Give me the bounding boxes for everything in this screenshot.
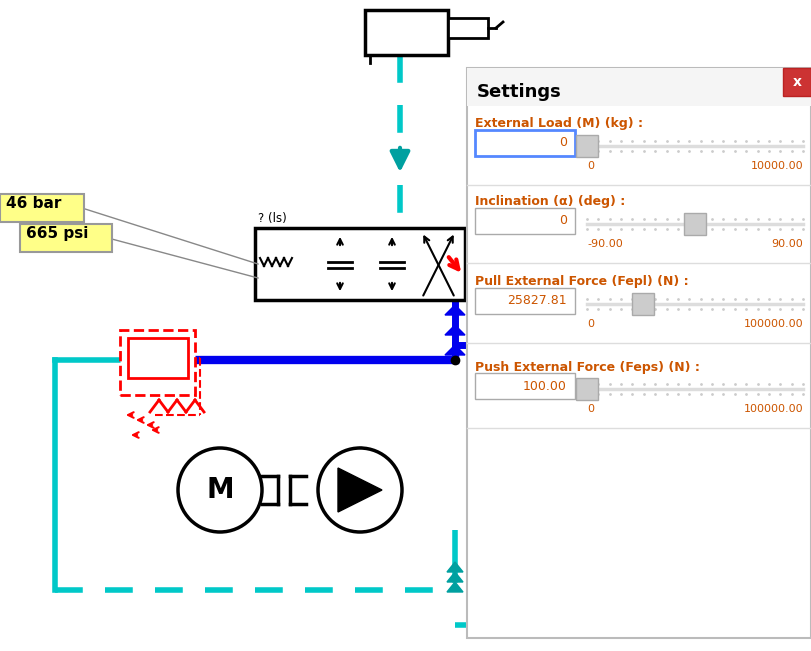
Text: 25827.81: 25827.81 [508,294,567,307]
Text: 0: 0 [559,137,567,150]
Text: 100.00: 100.00 [523,380,567,393]
Bar [576,135,598,157]
Bar [467,68,811,106]
Bar [783,68,811,96]
Bar [120,330,195,395]
Bar [475,208,575,234]
Bar [577,378,599,400]
FancyBboxPatch shape [20,224,112,252]
Text: -90.00: -90.00 [587,239,623,249]
Polygon shape [338,468,382,512]
Text: 0: 0 [587,161,594,171]
Bar [128,338,188,378]
Text: Inclination (α) (deg) :: Inclination (α) (deg) : [475,195,625,208]
Bar [467,68,811,638]
Text: M: M [206,476,234,504]
Bar [475,373,575,399]
Text: 665 psi: 665 psi [26,226,88,241]
Polygon shape [445,325,465,335]
Bar [684,213,706,235]
Bar [475,288,575,314]
Text: Pull External Force (Fepl) (N) :: Pull External Force (Fepl) (N) : [475,275,689,288]
Text: External Load (M) (kg) :: External Load (M) (kg) : [475,117,643,130]
Bar [365,10,448,55]
Circle shape [178,448,262,532]
Text: ? (ls): ? (ls) [258,212,287,225]
Text: 100000.00: 100000.00 [744,319,803,329]
Text: 0: 0 [587,404,594,414]
Bar [475,130,575,156]
Text: 10000.00: 10000.00 [750,161,803,171]
Text: 0: 0 [587,319,594,329]
Text: 100000.00: 100000.00 [744,404,803,414]
Bar [632,293,654,315]
Polygon shape [447,582,463,592]
Polygon shape [445,305,465,315]
FancyBboxPatch shape [0,194,84,222]
Text: Settings: Settings [477,83,562,101]
Text: 46 bar: 46 bar [6,196,62,211]
Text: 90.00: 90.00 [771,239,803,249]
Polygon shape [447,562,463,572]
Polygon shape [447,572,463,582]
Bar [255,228,465,300]
Text: Push External Force (Feps) (N) :: Push External Force (Feps) (N) : [475,361,700,374]
Text: 0: 0 [559,214,567,227]
Bar [448,18,488,38]
Circle shape [318,448,402,532]
Polygon shape [445,345,465,355]
Text: x: x [792,75,801,89]
